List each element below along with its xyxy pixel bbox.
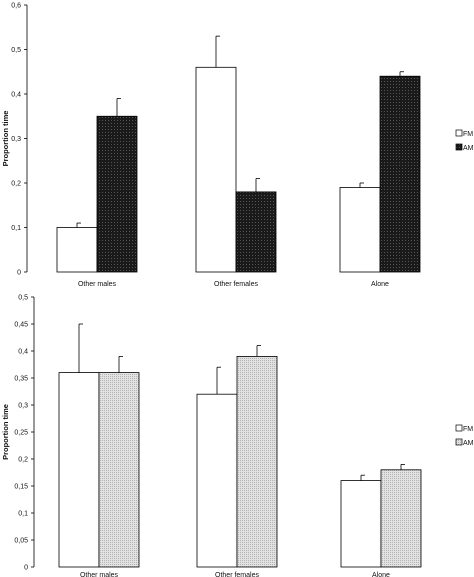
bar-am — [96, 115, 138, 273]
legend-label-fm: FM — [463, 426, 473, 433]
y-axis-label: Proportion time — [1, 404, 10, 460]
bar-fm — [56, 227, 98, 273]
bar-am — [98, 372, 140, 568]
legend-label-fm: FM — [463, 131, 473, 138]
y-tick-label: 0,2 — [11, 181, 21, 188]
x-category-label: Alone — [372, 572, 390, 577]
legend-swatch-fm — [455, 129, 463, 137]
y-tick-label: 0,15 — [14, 484, 28, 491]
y-tick-label: 0,5 — [18, 295, 28, 302]
x-category-label: Other females — [214, 281, 258, 288]
y-tick-label: 0,05 — [14, 538, 28, 545]
legend-label-am: AM — [463, 145, 474, 152]
y-tick-label: 0,4 — [18, 349, 28, 356]
bar-fm — [196, 393, 238, 568]
bar-am — [379, 75, 421, 273]
y-tick-label: 0,35 — [14, 376, 28, 383]
x-category-label: Other females — [215, 572, 259, 577]
y-tick-label: 0,5 — [11, 47, 21, 54]
bar-fm — [339, 187, 381, 273]
x-category-label: Other males — [78, 281, 117, 288]
bar-fm — [195, 66, 237, 273]
y-tick-label: 0,25 — [14, 430, 28, 437]
bar-fm — [340, 480, 382, 568]
y-tick-label: 0,4 — [11, 92, 21, 99]
y-tick-label: 0,45 — [14, 322, 28, 329]
chart-top: 0 0,1 0,2 0,3 0,4 0,5 0,6 Proportion time Other … — [1, 3, 474, 289]
y-tick-label: 0 — [17, 270, 21, 277]
y-axis-label: Proportion time — [1, 111, 10, 167]
y-tick-label: 0,6 — [11, 3, 21, 10]
legend-label-am: AM — [463, 440, 474, 447]
bar-fm — [58, 372, 100, 568]
y-tick-label: 0,3 — [18, 403, 28, 410]
legend-swatch-am — [455, 143, 463, 151]
x-category-label: Other males — [80, 572, 119, 577]
legend-swatch-fm — [455, 424, 463, 432]
y-tick-label: 0,1 — [11, 225, 21, 232]
y-tick-label: 0,1 — [18, 511, 28, 518]
x-category-label: Alone — [371, 281, 389, 288]
chart-bottom: 0 0,05 0,1 0,15 0,2 0,25 0,3 0,35 0,4 0,45 0,5 Prop… — [1, 295, 474, 577]
bar-am — [235, 191, 277, 273]
y-tick-label: 0,2 — [18, 457, 28, 464]
bar-am — [236, 355, 278, 568]
y-tick-label: 0,3 — [11, 136, 21, 143]
bar-am — [380, 469, 422, 568]
legend-swatch-am — [455, 438, 463, 446]
y-tick-label: 0 — [24, 565, 28, 572]
